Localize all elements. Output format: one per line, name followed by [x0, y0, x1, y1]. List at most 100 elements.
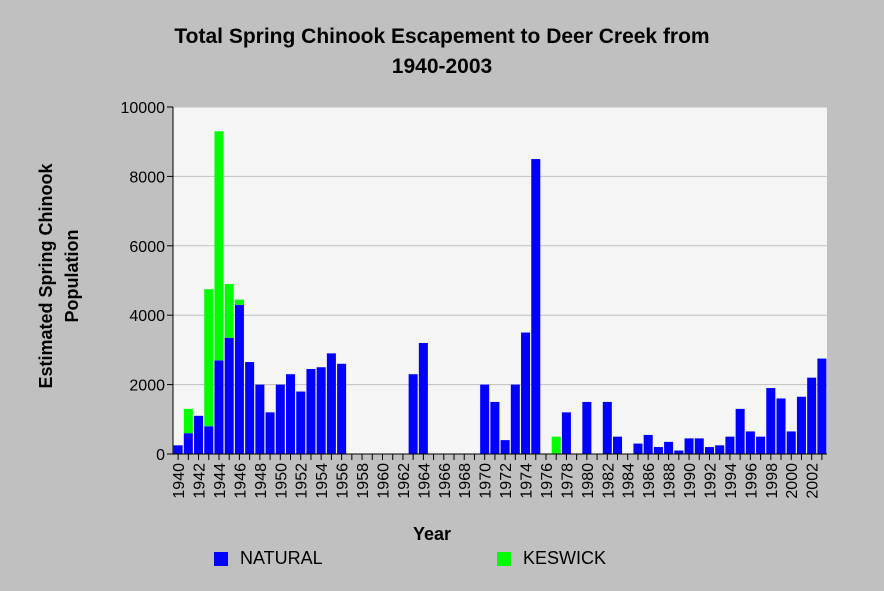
bar-natural-1956 [337, 363, 347, 454]
bar-keswick-1945 [224, 283, 234, 338]
chart-title: Total Spring Chinook Escapement to Deer … [0, 22, 884, 82]
bar-natural-1954 [316, 367, 326, 454]
bar-natural-1944 [214, 360, 224, 454]
x-tick-label: 1980 [580, 463, 597, 499]
x-tick-label: 1950 [273, 463, 290, 499]
chart-title-line-2: 1940-2003 [391, 55, 493, 78]
y-axis-title: Estimated Spring Chinook Population [36, 163, 82, 389]
legend-label-keswick: KESWICK [523, 548, 607, 568]
x-tick-label: 1940 [171, 463, 188, 499]
bar-natural-1989 [674, 450, 684, 454]
x-tick-label: 1992 [702, 463, 719, 499]
x-tick-label: 1966 [437, 463, 454, 499]
bar-keswick-1944 [214, 131, 224, 361]
bar-natural-1951 [286, 374, 296, 454]
bar-natural-1973 [510, 384, 520, 454]
bar-natural-1978 [561, 412, 571, 454]
y-tick-label: 4000 [129, 308, 165, 325]
bar-natural-1982 [602, 401, 612, 454]
bar-natural-1946 [234, 304, 244, 454]
bar-natural-1942 [194, 415, 204, 454]
x-tick-label: 1994 [723, 463, 740, 499]
legend-swatch-natural [214, 551, 228, 566]
x-tick-label: 1972 [498, 463, 515, 499]
x-tick-label: 1946 [232, 463, 249, 499]
x-tick-label: 1982 [600, 463, 617, 499]
y-tick-label: 6000 [129, 239, 165, 256]
x-tick-label: 1960 [375, 463, 392, 499]
bar-natural-1988 [664, 441, 674, 454]
bar-natural-1970 [480, 384, 490, 454]
chart-title-line-1: Total Spring Chinook Escapement to Deer … [174, 25, 710, 48]
y-tick-label: 2000 [129, 378, 165, 395]
x-tick-label: 1944 [212, 463, 229, 499]
x-tick-label: 1964 [416, 463, 433, 499]
bar-natural-1991 [694, 438, 704, 454]
bar-natural-1941 [183, 433, 193, 454]
x-tick-label: 1968 [457, 463, 474, 499]
x-tick-label: 1956 [335, 463, 352, 499]
bar-keswick-1941 [183, 408, 193, 434]
bar-natural-1972 [500, 440, 510, 454]
bar-natural-1950 [275, 384, 285, 454]
bar-natural-1945 [224, 337, 234, 454]
bar-natural-1963 [408, 374, 418, 454]
y-tick-label: 0 [156, 447, 165, 464]
bar-natural-1980 [582, 401, 592, 454]
bar-natural-1987 [653, 447, 663, 454]
bar-natural-1955 [326, 353, 336, 454]
bar-natural-1992 [704, 447, 714, 454]
bar-natural-1940 [173, 445, 183, 454]
legend-label-natural: NATURAL [240, 548, 323, 568]
x-tick-label: 2000 [784, 463, 801, 499]
bar-natural-1999 [776, 398, 786, 454]
bar-natural-1953 [306, 368, 316, 454]
bar-natural-1996 [745, 431, 755, 454]
bar-natural-1975 [531, 159, 541, 455]
x-tick-label: 1978 [559, 463, 576, 499]
x-tick-label: 1948 [253, 463, 270, 499]
y-axis-title-line-2: Population [62, 230, 82, 323]
plot-area [173, 107, 827, 454]
legend-swatch-keswick [497, 551, 511, 566]
bar-keswick-1943 [204, 289, 214, 427]
bar-natural-1985 [633, 443, 643, 454]
x-tick-label: 1988 [662, 463, 679, 499]
x-tick-label: 1952 [294, 463, 311, 499]
legend-item-keswick: KESWICK [497, 548, 606, 569]
bar-natural-1943 [204, 426, 214, 454]
x-tick-label: 1942 [192, 463, 209, 499]
x-tick-label: 1962 [396, 463, 413, 499]
y-axis-title-line-1: Estimated Spring Chinook [36, 163, 56, 389]
x-tick-label: 1990 [682, 463, 699, 499]
bar-natural-2000 [786, 431, 796, 454]
bar-natural-1994 [725, 436, 735, 454]
bar-natural-1997 [756, 436, 766, 454]
x-tick-label: 1976 [539, 463, 556, 499]
bar-natural-2003 [817, 358, 827, 454]
bar-natural-1995 [735, 408, 745, 454]
x-tick-label: 1974 [519, 463, 536, 499]
x-tick-label: 2002 [805, 463, 822, 499]
bar-natural-1998 [766, 388, 776, 454]
bar-keswick-1977 [551, 436, 561, 454]
bar-natural-1964 [418, 342, 428, 454]
bar-natural-1986 [643, 434, 653, 454]
bar-natural-1974 [521, 332, 531, 454]
x-tick-label: 1958 [355, 463, 372, 499]
bar-natural-1993 [715, 445, 725, 454]
bar-keswick-1946 [234, 299, 244, 305]
bar-natural-1947 [245, 362, 255, 454]
x-tick-label: 1954 [314, 463, 331, 499]
legend-item-natural: NATURAL [214, 548, 323, 569]
bar-natural-1983 [613, 436, 623, 454]
bar-natural-1952 [296, 391, 306, 454]
x-tick-label: 1970 [478, 463, 495, 499]
x-tick-label: 1986 [641, 463, 658, 499]
bar-natural-1990 [684, 438, 694, 454]
bar-natural-1949 [265, 412, 275, 454]
x-tick-label: 1998 [764, 463, 781, 499]
y-tick-label: 8000 [129, 169, 165, 186]
bar-natural-1971 [490, 401, 500, 454]
y-tick-label: 10000 [121, 100, 166, 117]
